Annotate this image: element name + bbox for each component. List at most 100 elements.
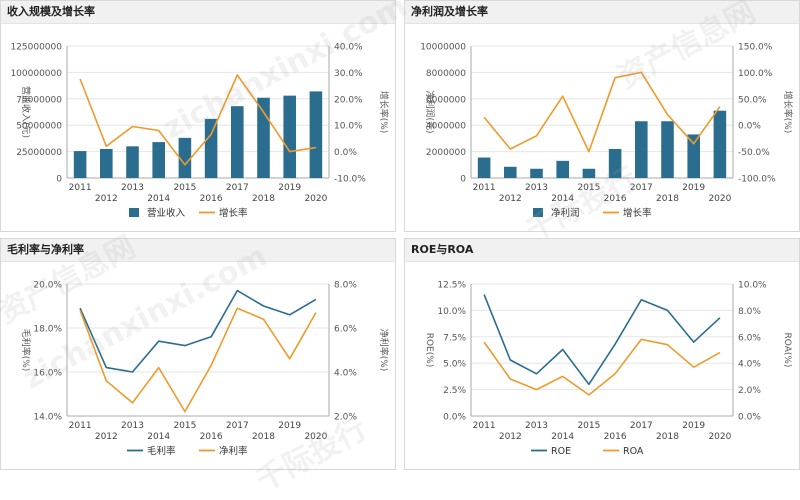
series-line <box>79 307 317 413</box>
x-tick-label: 2013 <box>121 421 144 431</box>
y-right-tick-label: 8.0% <box>738 307 761 317</box>
y-left-tick-label: 8000000 <box>426 69 466 79</box>
bar <box>504 166 517 178</box>
x-tick-label: 2018 <box>252 432 275 442</box>
y-right-tick-label: 40.0% <box>334 43 363 53</box>
chart-net-profit: 0 -100.0% 2000000 -50.0% 4000000 0.0% 6000000 5… <box>420 43 794 220</box>
y-right-tick-label: 20.0% <box>334 95 363 105</box>
x-tick-label: 2020 <box>708 432 731 442</box>
y-left-tick-label: 5.0% <box>443 360 466 370</box>
x-tick-label: 2011 <box>473 183 496 193</box>
chart-revenue: 0 -10.0% 25000000 0.0% 50000000 10.0% 75000000… <box>10 43 390 220</box>
y-left-tick-label: 125000000 <box>10 43 62 53</box>
bar <box>231 106 244 178</box>
y-right-axis-label: 增长率(%) <box>782 91 794 134</box>
x-tick-label: 2014 <box>551 432 574 442</box>
y-right-tick-label: 8.0% <box>334 281 357 291</box>
panel-net-profit: 净利润及增长率 0 -100.0% 2000000 -50.0% 4000000 0.0%… <box>404 0 800 232</box>
y-left-tick-label: 6000000 <box>426 95 466 105</box>
bar <box>73 151 87 178</box>
y-right-tick-label: 6.0% <box>334 325 357 335</box>
x-tick-label: 2017 <box>630 183 653 193</box>
y-left-tick-label: 20.0% <box>33 281 62 291</box>
y-left-tick-label: 16.0% <box>33 369 62 379</box>
y-right-tick-label: 150.0% <box>738 43 773 53</box>
panel-title-roe-roa: ROE与ROA <box>405 239 799 262</box>
bar <box>713 110 727 178</box>
bar <box>687 134 700 178</box>
x-tick-label: 2012 <box>95 432 118 442</box>
x-tick-label: 2013 <box>525 183 548 193</box>
x-tick-label: 2020 <box>304 432 327 442</box>
y-left-axis-label: 毛利率(%) <box>20 329 32 372</box>
x-tick-label: 2014 <box>551 194 574 204</box>
legend-swatch <box>129 208 139 217</box>
y-left-tick-label: 10000000 <box>420 43 466 53</box>
x-tick-label: 2013 <box>525 421 548 431</box>
x-tick-label: 2017 <box>226 183 249 193</box>
x-tick-label: 2015 <box>577 183 600 193</box>
bar <box>204 118 218 178</box>
y-right-tick-label: 0.0% <box>334 148 357 158</box>
y-left-tick-label: 7.5% <box>443 333 466 343</box>
x-tick-label: 2020 <box>304 194 327 204</box>
series-line <box>79 74 317 166</box>
legend-label: 净利率 <box>219 445 248 457</box>
bar <box>477 157 491 178</box>
x-tick-label: 2015 <box>173 421 196 431</box>
legend-label: ROA <box>623 446 644 457</box>
x-tick-label: 2011 <box>69 421 92 431</box>
x-tick-label: 2018 <box>252 194 275 204</box>
y-left-tick-label: 12.5% <box>437 281 466 291</box>
bar <box>309 91 323 178</box>
x-tick-label: 2018 <box>656 194 679 204</box>
series-line <box>79 289 317 373</box>
x-tick-label: 2012 <box>499 194 522 204</box>
x-tick-label: 2015 <box>577 421 600 431</box>
x-tick-label: 2015 <box>173 183 196 193</box>
y-right-tick-label: 30.0% <box>334 69 363 79</box>
y-left-tick-label: 0 <box>56 175 62 185</box>
y-left-tick-label: 2000000 <box>426 148 466 158</box>
x-tick-label: 2019 <box>278 421 301 431</box>
legend-label: 毛利率 <box>147 445 176 457</box>
legend-label: 增长率 <box>623 207 652 219</box>
y-left-tick-label: 75000000 <box>16 95 62 105</box>
x-tick-label: 2018 <box>656 432 679 442</box>
y-left-tick-label: 10.0% <box>437 307 466 317</box>
y-left-tick-label: 25000000 <box>16 148 62 158</box>
legend-label: 营业收入 <box>147 207 186 219</box>
x-tick-label: 2017 <box>630 421 653 431</box>
bar <box>126 146 139 178</box>
y-left-tick-label: 0 <box>460 175 466 185</box>
bar <box>178 137 192 178</box>
x-tick-label: 2016 <box>604 194 627 204</box>
y-left-tick-label: 4000000 <box>426 122 466 132</box>
panel-title-net-profit: 净利润及增长率 <box>405 1 799 24</box>
x-tick-label: 2019 <box>682 183 705 193</box>
chart-margins: 14.0% 2.0% 16.0% 4.0% 18.0% 6.0% 20.0% 8.0% 毛利率(… <box>20 281 390 458</box>
y-right-tick-label: 100.0% <box>738 69 773 79</box>
y-left-tick-label: 14.0% <box>33 413 62 423</box>
chart-roe-roa: 0.0% 0.0% 2.5% 2.0% 5.0% 4.0% 7.5% 6.0% 10.0% 8.0… <box>424 281 792 458</box>
y-left-axis-label: ROE(%) <box>424 333 434 368</box>
y-left-tick-label: 50000000 <box>16 122 62 132</box>
y-right-tick-label: 4.0% <box>738 360 761 370</box>
x-tick-label: 2012 <box>499 432 522 442</box>
legend-label: ROE <box>551 446 571 457</box>
y-right-tick-label: 50.0% <box>738 95 767 105</box>
y-left-tick-label: 100000000 <box>10 69 62 79</box>
y-right-tick-label: 6.0% <box>738 333 761 343</box>
x-tick-label: 2012 <box>95 194 118 204</box>
bar <box>661 121 674 178</box>
x-tick-label: 2016 <box>200 432 223 442</box>
panel-roe-roa: ROE与ROA 0.0% 0.0% 2.5% 2.0% 5.0% 4.0% 7.5% 6.0%… <box>404 238 800 470</box>
x-tick-label: 2014 <box>147 432 170 442</box>
series-line <box>483 71 721 153</box>
bar <box>608 148 622 178</box>
y-left-tick-label: 18.0% <box>33 325 62 335</box>
bar <box>100 148 113 178</box>
x-tick-label: 2019 <box>278 183 301 193</box>
x-tick-label: 2020 <box>708 194 731 204</box>
legend-label: 增长率 <box>219 207 248 219</box>
